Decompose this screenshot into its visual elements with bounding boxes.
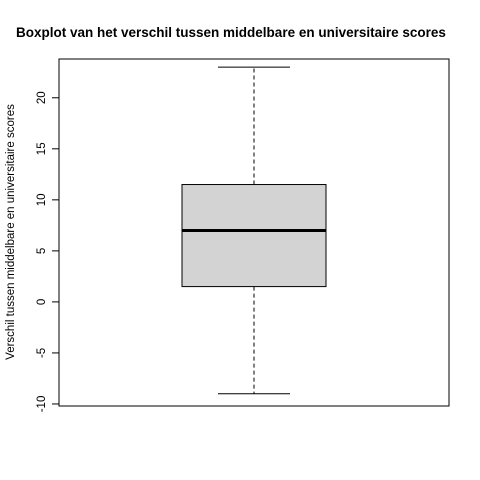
y-axis-label: Verschil tussen middelbare en universita…	[5, 104, 17, 360]
interquartile-box	[181, 184, 327, 288]
y-tick-label: -5	[36, 348, 48, 358]
y-tick-label: 20	[36, 91, 48, 104]
y-tick-label: 10	[36, 193, 48, 206]
y-axis: -10 -5 0 5 10 15 20	[36, 91, 60, 413]
y-tick-label: 15	[36, 142, 48, 155]
y-tick-label: 5	[36, 248, 48, 254]
y-tick-label: 0	[36, 299, 48, 305]
chart-title: Boxplot van het verschil tussen middelba…	[16, 25, 446, 40]
box-group	[181, 66, 327, 395]
y-tick-label: -10	[36, 396, 48, 413]
